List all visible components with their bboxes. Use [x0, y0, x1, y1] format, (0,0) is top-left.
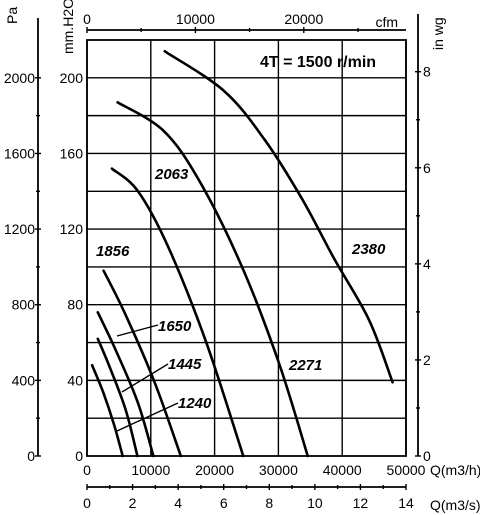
curve-1240 — [90, 363, 124, 458]
inwg-tick-label: 0 — [423, 448, 431, 464]
cfm-axis-label: cfm — [375, 14, 398, 30]
qm3s-tick-label: 6 — [220, 495, 228, 511]
leader-line-1445 — [121, 363, 169, 393]
leader-line-1240 — [116, 402, 179, 432]
qm3h-tick-label: 20000 — [195, 462, 234, 478]
qm3s-tick-label: 4 — [174, 495, 182, 511]
qm3s-tick-label: 0 — [83, 495, 91, 511]
inwg-tick-label: 8 — [423, 64, 431, 80]
inwg-tick-label: 6 — [423, 160, 431, 176]
qm3s-tick-label: 2 — [129, 495, 137, 511]
mmh2o-axis-label: mm.H2O — [60, 0, 76, 54]
cfm-tick-label: 20000 — [284, 11, 323, 27]
qm3s-tick-label: 10 — [307, 495, 323, 511]
mmh2o-tick-label: 120 — [60, 221, 84, 237]
mmh2o-tick-label: 160 — [60, 145, 84, 161]
curve-label-2380: 2380 — [351, 241, 386, 258]
curve-label-1856: 1856 — [96, 243, 130, 260]
pa-tick-label: 400 — [12, 372, 36, 388]
inwg-tick-label: 4 — [423, 256, 431, 272]
pa-tick-label: 0 — [27, 448, 35, 464]
qm3h-axis-label: Q(m3/h) — [430, 462, 480, 478]
pa-tick-label: 2000 — [4, 70, 35, 86]
leader-line-1650 — [116, 324, 159, 337]
labels: 1240 1445 1650 1856 2063 2271 2380 — [96, 166, 386, 432]
curve-1650 — [96, 311, 155, 458]
chart-title: 4T = 1500 r/min — [260, 54, 376, 71]
curve-label-1240: 1240 — [178, 395, 212, 412]
mmh2o-tick-label: 40 — [67, 372, 83, 388]
cfm-tick-label: 10000 — [176, 11, 215, 27]
plot-frame — [86, 39, 407, 457]
cfm-tick-label: 0 — [83, 11, 91, 27]
pa-axis-label: Pa — [4, 7, 20, 24]
curve-label-2271: 2271 — [288, 357, 322, 374]
pa-tick-label: 1600 — [4, 145, 35, 161]
qm3h-tick-label: 0 — [83, 462, 91, 478]
inwg-axis-label: in wg — [430, 17, 446, 50]
mmh2o-tick-label: 0 — [75, 448, 83, 464]
curve-2271 — [116, 101, 309, 458]
qm3h-tick-label: 40000 — [323, 462, 362, 478]
qm3s-tick-label: 14 — [398, 495, 414, 511]
qm3s-tick-label: 8 — [265, 495, 273, 511]
mmh2o-tick-label: 80 — [67, 297, 83, 313]
pa-tick-label: 1200 — [4, 221, 35, 237]
inwg-tick-label: 2 — [423, 352, 431, 368]
curve-2063 — [110, 167, 245, 458]
qm3h-tick-label: 10000 — [131, 462, 170, 478]
mmh2o-tick-label: 200 — [60, 70, 84, 86]
qm3s-axis-label: Q(m3/s) — [430, 497, 480, 513]
pa-tick-label: 800 — [12, 297, 36, 313]
curves — [90, 50, 394, 458]
curve-1445 — [96, 337, 139, 458]
qm3h-tick-label: 50000 — [387, 462, 426, 478]
qm3s-tick-label: 12 — [353, 495, 369, 511]
curve-1856 — [102, 269, 183, 458]
curve-label-2063: 2063 — [154, 166, 189, 183]
curve-label-1445: 1445 — [168, 356, 202, 373]
curve-2380 — [163, 50, 394, 384]
qm3h-tick-label: 30000 — [259, 462, 298, 478]
curve-label-1650: 1650 — [158, 318, 192, 335]
